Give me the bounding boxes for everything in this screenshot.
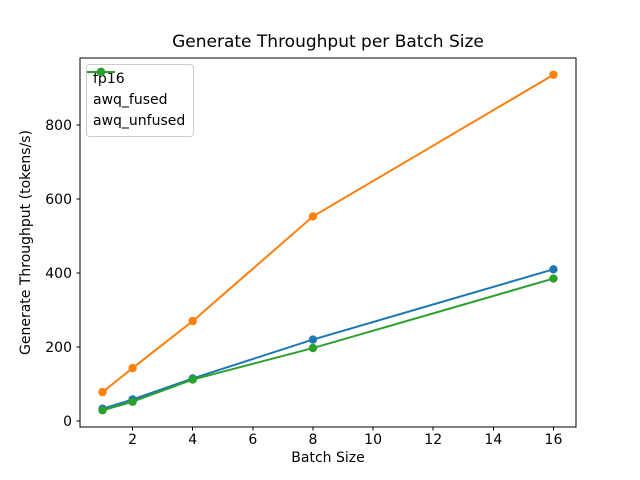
legend-line-sample (87, 67, 115, 77)
series-marker-awq_fused (308, 212, 318, 221)
x-tick-label: 6 (248, 432, 257, 448)
plot-border (79, 57, 577, 428)
x-tick-label: 4 (188, 432, 197, 448)
series-marker-awq_unfused (98, 406, 107, 415)
series-marker-awq_fused (98, 387, 107, 397)
series-marker-awq_unfused (308, 343, 318, 353)
series-line-awq_unfused (101, 277, 555, 412)
series-marker-awq_fused (188, 316, 197, 326)
x-tick-label: 14 (484, 432, 502, 448)
legend-sample-marker (96, 67, 106, 77)
series-marker-fp16 (549, 265, 558, 274)
series-marker-awq_unfused (128, 397, 137, 406)
y-tick-label: 600 (45, 192, 72, 208)
y-tick-label: 0 (63, 414, 72, 430)
axis-ticks: 2 4 6 8 10 12 14 16 0 200 400 600 800 (45, 118, 562, 448)
x-tick-label: 16 (545, 432, 563, 448)
legend-item-awq_fused: awq_fused (87, 67, 185, 111)
x-axis-label: Batch Size (291, 450, 364, 466)
legend-item-label: awq_fused (93, 92, 168, 108)
series-marker-awq_unfused (549, 274, 558, 283)
series-marker-fp16 (308, 335, 318, 344)
y-tick-label: 800 (45, 118, 72, 134)
series-lines (98, 70, 558, 415)
x-tick-label: 2 (128, 432, 137, 448)
y-tick-label: 400 (45, 266, 72, 282)
legend-item-awq_unfused: awq_unfused (87, 67, 186, 132)
series-marker-awq_fused (128, 363, 137, 373)
y-tick-label: 200 (45, 340, 72, 356)
series-marker-awq_fused (549, 70, 558, 79)
x-tick-label: 10 (364, 432, 382, 448)
series-marker-awq_unfused (188, 375, 197, 384)
chart-title: Generate Throughput per Batch Size (172, 32, 484, 52)
x-tick-label: 12 (424, 432, 442, 448)
y-axis-label: Generate Throughput (tokens/s) (18, 130, 34, 355)
x-tick-label: 8 (309, 432, 318, 448)
legend-box: fp16 awq_fused awq_unfused (86, 64, 195, 137)
legend-item-label: awq_unfused (93, 113, 186, 129)
